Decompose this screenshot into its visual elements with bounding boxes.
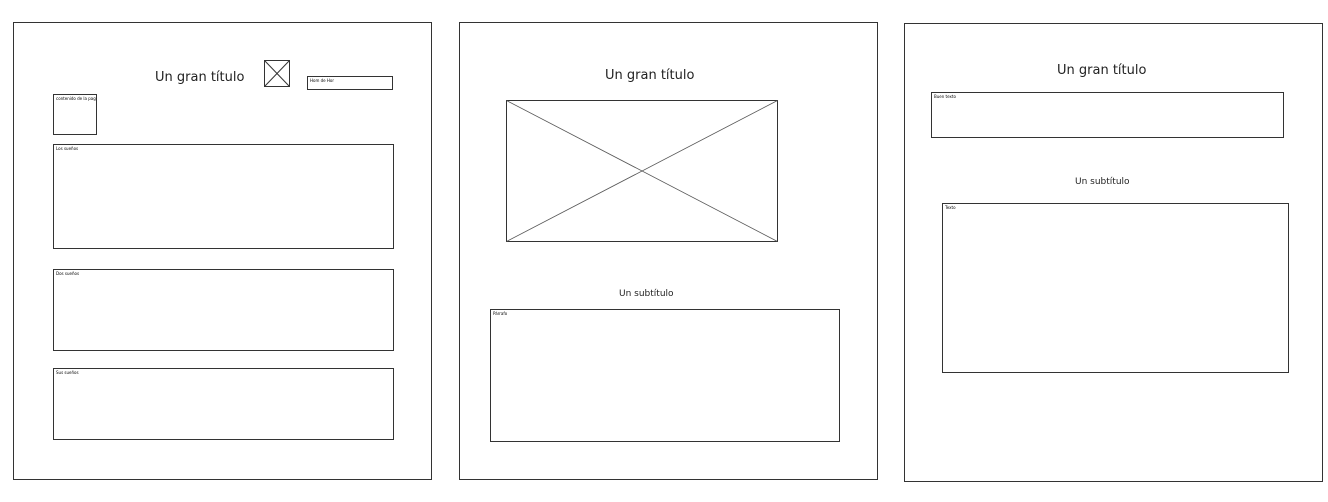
screen-2-paragraph-box: Párrafo bbox=[490, 309, 840, 442]
image-placeholder-icon bbox=[264, 60, 290, 87]
image-placeholder-icon bbox=[506, 100, 778, 242]
screen-3-title: Un gran título bbox=[1057, 63, 1147, 78]
screen-1-title: Un gran título bbox=[155, 70, 245, 85]
screen-1-text-box-2: Dos sueños bbox=[53, 269, 394, 351]
screen-1-small-content-box: contenido de la pag bbox=[53, 94, 97, 135]
screen-3-subtitle: Un subtítulo bbox=[1075, 177, 1130, 187]
screen-1-text-box-3: Sus sueños bbox=[53, 368, 394, 440]
screen-3-top-text-box: Buen texto bbox=[931, 92, 1284, 138]
screen-2-subtitle: Un subtítulo bbox=[619, 289, 674, 299]
wireframe-screen-3: Un gran título Buen texto Un subtítulo T… bbox=[904, 23, 1323, 482]
screen-3-text-box: Texto bbox=[942, 203, 1289, 373]
wireframe-screen-1: Un gran título Hom de Hor contenido de l… bbox=[13, 22, 432, 480]
wireframe-screen-2: Un gran título Un subtítulo Párrafo bbox=[459, 22, 878, 480]
screen-2-title: Un gran título bbox=[605, 68, 695, 83]
screen-1-text-box-1: Los sueños bbox=[53, 144, 394, 249]
screen-1-top-input-box[interactable]: Hom de Hor bbox=[307, 76, 393, 90]
